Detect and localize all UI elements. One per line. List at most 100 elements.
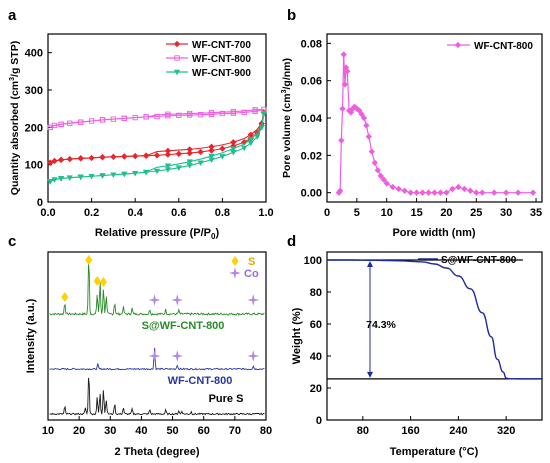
ticks-c: 10 20 30 40 50 60 70 80	[42, 416, 272, 437]
data-point	[360, 114, 368, 122]
data-point	[219, 154, 226, 160]
x-tick-label-b: 0	[324, 207, 330, 219]
data-point	[339, 105, 346, 112]
data-point	[363, 122, 370, 129]
data-point	[197, 160, 204, 167]
data-point	[368, 148, 375, 155]
data-point	[395, 185, 402, 193]
data-point	[197, 111, 204, 118]
ticks-a: 0.0 0.2 0.4 0.6 0.8 1.0 0 100 200 300 400	[25, 48, 274, 219]
x-tick-label-d: 80	[357, 425, 369, 437]
x-axis-label-a: Relative pressure (P/P0)	[95, 227, 220, 241]
plot-frame-d	[326, 251, 543, 421]
plot-frame-a	[47, 33, 267, 203]
data-point	[142, 152, 150, 159]
data-point	[473, 189, 480, 196]
y-tick-label-a: 300	[25, 85, 43, 97]
data-point	[443, 189, 450, 196]
panel-d: d 80 160 240 320 0 20 40 60 80 100 74.3% S@WF-CNT…	[287, 233, 543, 458]
data-point	[230, 109, 236, 115]
cobalt-peak-marker	[148, 350, 161, 362]
x-axis-label-c: 2 Theta (degree)	[115, 446, 200, 458]
arrow-head-up	[367, 261, 373, 267]
y-axis-label-b: Pore volume (cm3/g/nm)	[281, 58, 293, 178]
data-point	[47, 124, 53, 130]
data-point	[455, 183, 462, 191]
x-tick-label-b: 15	[410, 207, 422, 219]
legend-label: WF-CNT-800	[192, 54, 251, 65]
y-tick-label-d: 40	[310, 351, 322, 363]
legend-label: WF-CNT-900	[192, 68, 251, 79]
data-point	[340, 51, 347, 58]
x-tick-label-d: 160	[401, 425, 419, 437]
data-point	[371, 159, 378, 166]
data-point	[77, 174, 84, 181]
data-point	[389, 183, 396, 191]
legend-label: WF-CNT-700	[192, 40, 251, 51]
data-point	[47, 179, 54, 185]
data-point	[197, 148, 204, 156]
data-point	[261, 106, 267, 113]
data-point	[241, 109, 247, 116]
data-point	[66, 175, 73, 181]
data-point	[78, 119, 84, 125]
panel-label-b: b	[287, 7, 296, 24]
y-tick-label-a: 200	[25, 122, 43, 134]
data-point	[503, 189, 510, 196]
series-line	[338, 54, 534, 194]
panel-label-a: a	[8, 7, 17, 24]
y-tick-label-b: 0.06	[301, 76, 322, 88]
y-tick-label-a: 0	[37, 197, 43, 209]
data-point	[356, 107, 363, 114]
data-point	[208, 110, 215, 116]
data-point	[431, 189, 438, 196]
x-tick-label-b: 5	[354, 207, 360, 219]
data-point	[57, 176, 65, 182]
series-group-a	[47, 106, 267, 185]
x-tick-label-c: 20	[73, 425, 85, 437]
data-point	[437, 189, 444, 196]
xrd-pattern	[49, 264, 265, 316]
data-point	[401, 187, 408, 194]
data-point	[208, 153, 215, 160]
y-tick-label-a: 400	[25, 48, 43, 60]
data-point	[247, 136, 254, 143]
data-point	[260, 111, 267, 118]
weight-loss-annotation: 74.3%	[366, 319, 396, 331]
x-tick-label-b: 10	[381, 207, 393, 219]
data-point	[407, 189, 414, 196]
data-point	[154, 113, 160, 120]
data-point	[143, 114, 149, 120]
data-point	[219, 145, 226, 152]
xrd-pattern	[49, 377, 265, 416]
legend-label: WF-CNT-800	[474, 41, 533, 52]
data-point	[252, 107, 258, 113]
legend-label: S@WF-CNT-800	[441, 255, 517, 266]
y-tick-label-a: 100	[25, 160, 43, 172]
y-axis-label-c: Intensity (a.u.)	[25, 298, 37, 373]
legend-d: S@WF-CNT-800	[418, 255, 517, 266]
data-point	[67, 120, 73, 126]
legend-label-s: S	[248, 256, 255, 268]
data-point	[230, 146, 237, 152]
data-point	[164, 163, 172, 169]
y-tick-label-b: 0.00	[301, 188, 322, 200]
series-group-c	[49, 264, 265, 416]
data-point	[241, 145, 248, 152]
x-tick-label-d: 320	[497, 425, 515, 437]
curve-label: WF-CNT-800	[168, 375, 233, 387]
legend-label-co: Co	[244, 268, 259, 280]
data-point	[142, 169, 150, 176]
legend-marker-co	[229, 267, 241, 279]
data-point	[449, 185, 456, 193]
data-point	[77, 155, 84, 162]
legend-a: WF-CNT-700 WF-CNT-800 WF-CNT-900	[166, 40, 251, 79]
data-point	[377, 172, 384, 180]
data-point	[99, 117, 106, 123]
y-tick-label-d: 20	[310, 383, 322, 395]
legend-c: SCo S@WF-CNT-800 WF-CNT-800 Pure S	[61, 255, 260, 405]
panel-b: b 0 5 10 15 20 25 30 35 0.00 0.02 0.04 0.06 0.08 WF-…	[281, 7, 543, 239]
x-tick-label-c: 30	[104, 425, 116, 437]
plot-frame-b	[326, 33, 543, 203]
data-point	[219, 110, 226, 117]
